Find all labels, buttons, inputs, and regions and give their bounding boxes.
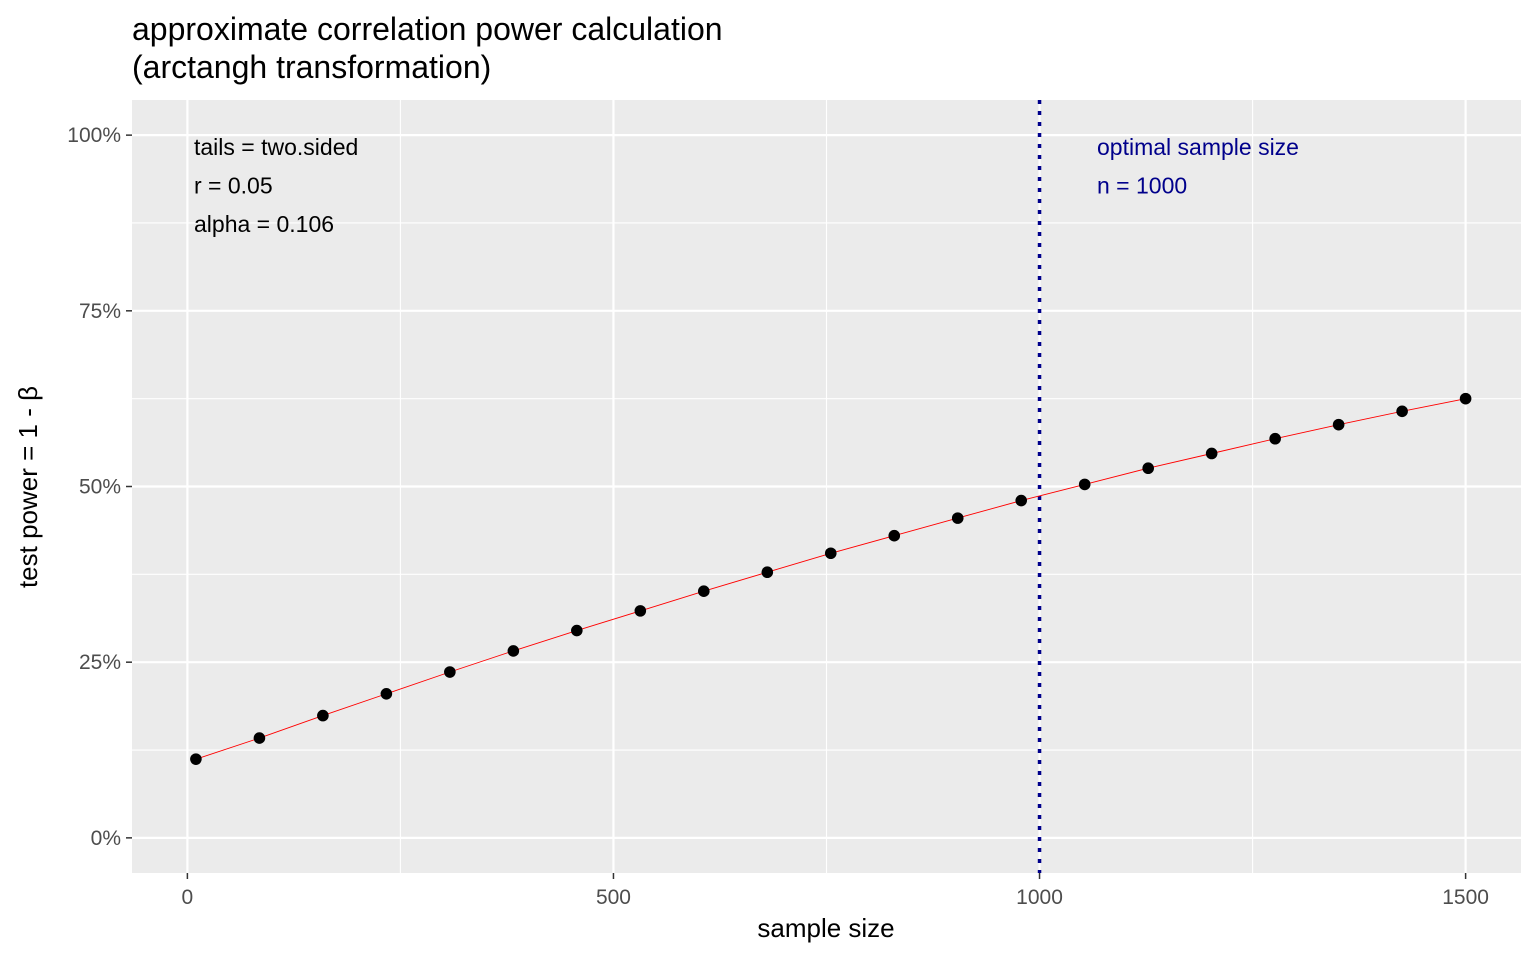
power-points [190, 392, 1472, 765]
annotation-left: tails = two.sided [194, 134, 358, 160]
data-point [253, 732, 266, 744]
x-tick-label: 1500 [1442, 886, 1489, 909]
annotations: tails = two.sided r = 0.05 alpha = 0.106 op… [194, 134, 1299, 237]
y-tick-label: 0% [91, 827, 121, 850]
y-axis-title: test power = 1 - β [13, 386, 43, 588]
y-tick-label: 25% [79, 651, 121, 674]
data-point [1459, 392, 1472, 405]
data-point [697, 585, 710, 598]
data-point [761, 566, 774, 579]
annotation-left: r = 0.05 [194, 173, 273, 199]
data-point [1205, 447, 1218, 460]
axis-ticks: 0 500 1000 1500 0% 25% 50% 75% 100% [67, 124, 1489, 909]
data-point [1142, 462, 1154, 475]
data-point [824, 547, 837, 560]
data-point [1269, 432, 1281, 445]
x-axis-title: sample size [757, 913, 894, 943]
chart-title: approximate correlation power calculatio… [132, 11, 723, 47]
data-point [571, 624, 583, 637]
annotation-left: alpha = 0.106 [194, 211, 334, 237]
data-point [317, 709, 329, 722]
x-tick-label: 500 [596, 886, 631, 909]
y-tick-label: 50% [79, 476, 121, 499]
data-point [507, 645, 520, 657]
data-point [1015, 494, 1028, 507]
data-point [190, 753, 202, 765]
data-point [1396, 405, 1408, 418]
x-tick-label: 1000 [1016, 886, 1063, 909]
y-tick-label: 75% [79, 300, 121, 323]
data-point [444, 666, 456, 678]
data-point [888, 529, 901, 542]
data-point [951, 512, 964, 524]
annotation-right: optimal sample size [1097, 134, 1299, 160]
chart-subtitle: (arctangh transformation) [132, 49, 491, 85]
data-point [380, 688, 393, 700]
x-tick-label: 0 [182, 886, 194, 909]
data-point [634, 605, 647, 617]
annotation-right: n = 1000 [1097, 173, 1187, 199]
y-tick-label: 100% [67, 124, 121, 147]
data-point [1078, 478, 1091, 491]
data-point [1332, 418, 1345, 431]
